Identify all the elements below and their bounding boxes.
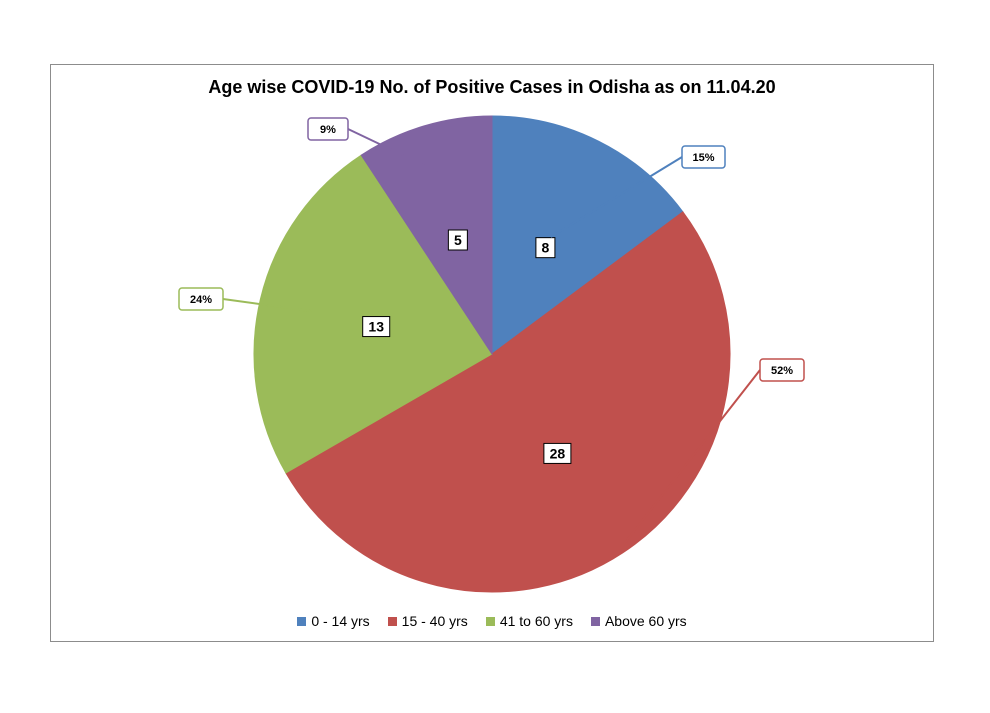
legend-label: 0 - 14 yrs <box>311 613 370 629</box>
legend-swatch <box>297 616 307 626</box>
svg-text:8: 8 <box>542 240 550 256</box>
legend-swatch <box>485 616 495 626</box>
legend-label: Above 60 yrs <box>604 613 687 629</box>
pie-slice-0-14-yrs <box>491 115 684 355</box>
value-label-15-40-yrs: 28 <box>543 442 572 464</box>
svg-text:13: 13 <box>368 319 384 335</box>
percent-callout-0-14-yrs: 15% <box>550 145 726 238</box>
legend-swatch <box>387 616 397 626</box>
percent-callout-41-to-60-yrs: 24% <box>178 287 312 313</box>
chart-legend: 0 - 14 yrs 15 - 40 yrs 41 to 60 yrs Above 6… <box>51 613 933 629</box>
value-label-above-60-yrs: 5 <box>447 229 468 251</box>
percent-callout-above-60-yrs: 9% <box>307 117 438 173</box>
pie-slice-above-60-yrs <box>360 115 493 356</box>
legend-item-0-14-yrs: 0 - 14 yrs <box>297 613 370 629</box>
percent-callout-15-40-yrs: 52% <box>619 358 805 550</box>
pie-chart: 8 15% 28 52% 13 24% 5 9% <box>178 115 805 593</box>
pie-slice-15-40-yrs <box>285 211 731 593</box>
svg-text:15%: 15% <box>692 152 714 164</box>
legend-swatch <box>590 616 600 626</box>
legend-item-15-40-yrs: 15 - 40 yrs <box>387 613 468 629</box>
svg-text:52%: 52% <box>771 365 793 377</box>
legend-label: 41 to 60 yrs <box>499 613 573 629</box>
svg-text:28: 28 <box>550 445 566 461</box>
legend-label: 15 - 40 yrs <box>401 613 468 629</box>
chart-frame: Age wise COVID-19 No. of Positive Cases … <box>50 64 934 642</box>
svg-text:5: 5 <box>454 232 462 248</box>
legend-item-41-to-60-yrs: 41 to 60 yrs <box>485 613 573 629</box>
svg-text:9%: 9% <box>320 124 336 136</box>
svg-text:24%: 24% <box>190 294 212 306</box>
value-label-0-14-yrs: 8 <box>535 237 556 259</box>
pie-slice-41-to-60-yrs <box>253 154 493 474</box>
value-label-41-to-60-yrs: 13 <box>362 316 391 338</box>
legend-item-above-60-yrs: Above 60 yrs <box>590 613 687 629</box>
chart-title: Age wise COVID-19 No. of Positive Cases … <box>208 77 776 97</box>
